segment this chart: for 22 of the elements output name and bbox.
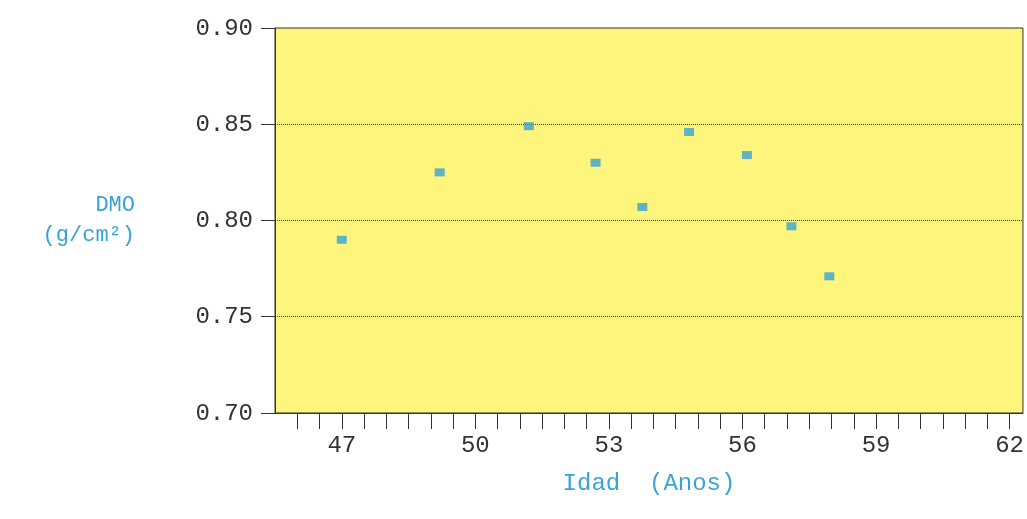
y-axis-title: DMO (g/cm²): [42, 193, 135, 248]
x-tick-label: 56: [728, 431, 757, 459]
x-tick-label: 50: [460, 431, 490, 459]
y-tick-label: 0.85: [195, 110, 253, 138]
point: [741, 151, 752, 160]
point: [637, 203, 648, 212]
y-tick-label: 0.90: [195, 14, 253, 42]
point: [590, 158, 601, 167]
y-tick-label: 0.70: [195, 399, 253, 427]
point: [523, 122, 534, 131]
point: [824, 272, 835, 281]
y-tick-label: 0.75: [195, 303, 253, 331]
x-tick-label: 47: [327, 431, 357, 459]
x-axis-title: Idad (Anos): [562, 469, 736, 497]
point: [336, 235, 347, 244]
point: [786, 222, 797, 231]
x-tick-label: 62: [995, 431, 1024, 459]
x-tick-label: 59: [861, 431, 891, 459]
point: [684, 127, 695, 136]
point: [434, 168, 445, 177]
y-tick-label: 0.80: [195, 207, 253, 234]
x-tick-label: 53: [594, 431, 624, 459]
